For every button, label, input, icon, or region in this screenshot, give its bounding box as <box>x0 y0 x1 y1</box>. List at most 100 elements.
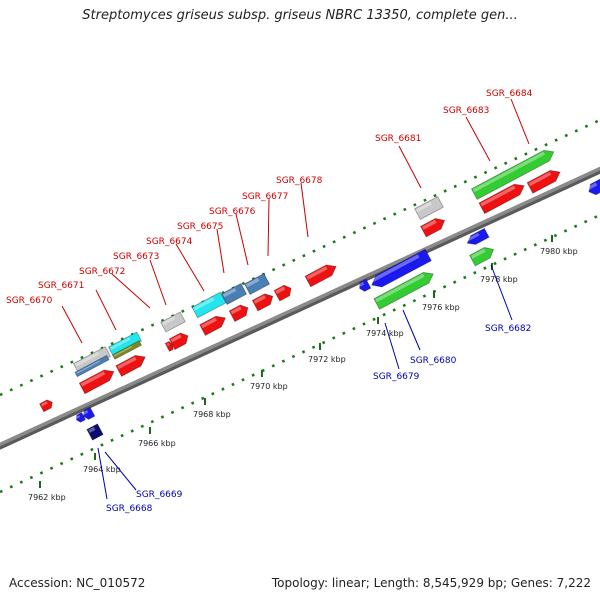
gene-body <box>359 278 372 292</box>
gene-body <box>478 183 525 215</box>
gene-body <box>83 406 96 420</box>
gene-highlight <box>275 286 286 294</box>
gene-arrow <box>115 355 146 377</box>
gene-arrow <box>82 406 96 420</box>
gene-body <box>199 315 227 336</box>
gene-highlight <box>470 248 486 259</box>
gene-arrow <box>78 369 115 395</box>
gene-leader-line <box>95 289 117 331</box>
gene-highlight <box>253 295 266 304</box>
gene-highlight <box>166 342 170 347</box>
gene-arrow <box>72 346 112 374</box>
gene-arrow <box>470 149 555 200</box>
gene-highlight <box>375 273 425 303</box>
gene-leader-line <box>402 309 421 351</box>
gene-leader-line <box>61 305 83 344</box>
tick-label: 7970 kbp <box>250 382 288 391</box>
gene-arrow <box>164 340 174 352</box>
gene-body <box>168 332 189 351</box>
gene-leader-line <box>216 228 225 274</box>
gene-label-bottom: SGR_6679 <box>373 372 420 382</box>
gene-body <box>76 412 86 423</box>
gene-highlight <box>76 360 100 374</box>
gene-arrow <box>373 272 434 310</box>
gene-leader-line <box>97 447 108 500</box>
tick-label: 7978 kbp <box>480 275 518 284</box>
tick-label: 7968 kbp <box>193 410 231 419</box>
gene-label-bottom: SGR_6682 <box>485 324 531 334</box>
backbone <box>0 166 600 447</box>
gene-highlight <box>421 219 437 230</box>
gene-leader-line <box>398 145 422 189</box>
gene-body <box>243 272 271 296</box>
gene-arrow <box>414 196 444 220</box>
tick-label: 7974 kbp <box>366 329 404 338</box>
gene-arrow <box>469 247 495 267</box>
gene-highlight <box>193 297 215 311</box>
gene-arrow <box>107 331 143 357</box>
gene-body <box>304 264 337 288</box>
gene-arrow <box>420 218 446 238</box>
gene-label-top: SGR_6684 <box>486 89 533 99</box>
backbone-group <box>0 166 600 450</box>
gene-body <box>115 355 146 377</box>
gene-leader-line <box>175 243 205 292</box>
gene-arrow <box>370 248 432 288</box>
tick-label: 7980 kbp <box>540 247 578 256</box>
gene-body <box>78 369 115 395</box>
genome-title: Streptomyces griseus subsp. griseus NBRC… <box>82 8 518 23</box>
gene-highlight <box>245 277 260 288</box>
gene-arrow <box>358 278 372 292</box>
gene-leader-line <box>149 259 167 306</box>
gene-arrow <box>466 227 490 245</box>
gene-leader-line <box>267 198 270 257</box>
gene-highlight <box>230 306 242 315</box>
gene-body <box>420 218 446 238</box>
gene-body <box>228 304 249 323</box>
gene-highlight <box>201 317 217 329</box>
gene-body <box>470 149 555 200</box>
gene-arrow <box>74 354 110 378</box>
gene-label-top: SGR_6671 <box>38 281 84 291</box>
gene-body <box>86 423 104 441</box>
gene-body <box>112 340 142 360</box>
accession-label: Accession: NC_010572 <box>9 576 146 590</box>
gene-highlight <box>528 171 552 187</box>
gene-body <box>414 196 444 220</box>
gene-highlight <box>109 337 131 350</box>
gene-body <box>107 331 143 357</box>
gene-arrow <box>112 340 142 360</box>
gene-body <box>469 247 495 267</box>
gene-label-top: SGR_6673 <box>113 252 159 262</box>
tick-label: 7976 kbp <box>422 303 460 312</box>
gene-body <box>160 311 186 333</box>
gene-arrow <box>304 264 337 288</box>
gene-highlight <box>75 415 81 419</box>
gene-arrow <box>526 170 561 194</box>
gene-highlight <box>113 345 133 357</box>
gene-highlight <box>40 401 48 407</box>
gene-body <box>39 399 53 413</box>
gene-body <box>164 340 174 352</box>
tick-label: 7972 kbp <box>308 355 346 364</box>
gene-body <box>191 291 227 319</box>
upper-dotted-track <box>0 118 600 397</box>
gene-highlight <box>74 351 100 367</box>
genome-summary: Topology: linear; Length: 8,545,929 bp; … <box>271 576 591 590</box>
gene-leader-line <box>300 182 309 238</box>
gene-leader-line <box>111 273 151 309</box>
gene-body <box>588 178 600 196</box>
gene-highlight <box>306 266 328 280</box>
gene-body <box>74 354 110 378</box>
gene-label-top: SGR_6672 <box>79 267 125 277</box>
gene-highlight <box>117 356 137 370</box>
gene-arrow <box>251 293 274 312</box>
gene-highlight <box>466 232 480 242</box>
gene-label-top: SGR_6676 <box>209 207 256 217</box>
backbone-shadow <box>0 167 600 450</box>
gene-arrow <box>478 183 525 215</box>
gene-body <box>251 293 274 312</box>
gene-label-top: SGR_6675 <box>177 222 223 232</box>
